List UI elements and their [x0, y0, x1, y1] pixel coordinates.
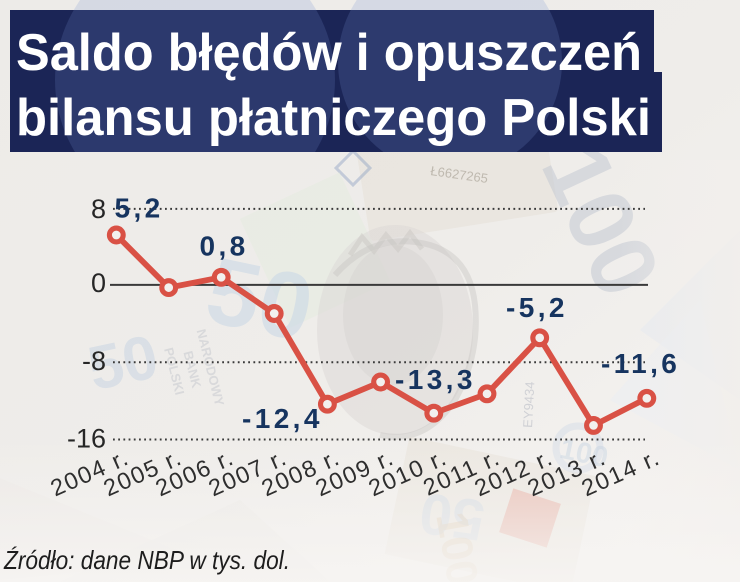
- svg-text:-13,3: -13,3: [395, 364, 476, 395]
- svg-text:50: 50: [198, 237, 322, 361]
- svg-text:-11,6: -11,6: [601, 348, 680, 379]
- svg-text:bilansu płatniczego Polski: bilansu płatniczego Polski: [16, 89, 651, 147]
- svg-text:-5,2: -5,2: [506, 292, 568, 323]
- svg-text:EY9434: EY9434: [520, 381, 537, 428]
- svg-text:-16: -16: [67, 424, 106, 454]
- svg-text:-8: -8: [82, 346, 106, 376]
- svg-text:Saldo błędów i opuszczeń: Saldo błędów i opuszczeń: [16, 24, 642, 82]
- svg-text:8: 8: [91, 194, 106, 224]
- svg-text:Źródło: dane NBP w tys. dol.: Źródło: dane NBP w tys. dol.: [3, 545, 290, 575]
- svg-text:-12,4: -12,4: [242, 403, 323, 434]
- svg-text:5,2: 5,2: [115, 192, 164, 223]
- svg-text:0: 0: [91, 268, 106, 298]
- svg-text:50: 50: [82, 322, 164, 404]
- svg-text:0,8: 0,8: [200, 231, 249, 262]
